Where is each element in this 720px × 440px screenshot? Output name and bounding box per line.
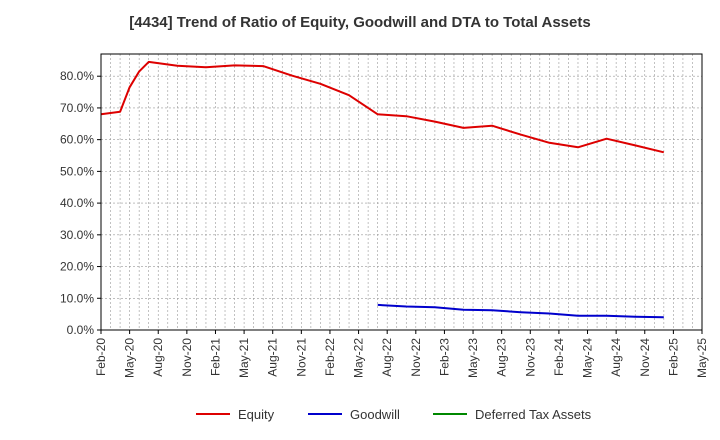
y-tick-label: 30.0% xyxy=(60,228,94,242)
x-tick-label: Nov-23 xyxy=(523,338,537,377)
y-tick-label: 60.0% xyxy=(60,133,94,147)
series-line-equity xyxy=(100,60,665,154)
plot-frame xyxy=(100,53,703,331)
x-tick-label: Feb-23 xyxy=(437,338,451,376)
legend: Equity Goodwill Deferred Tax Assets xyxy=(196,407,592,422)
x-tick-label: May-21 xyxy=(237,338,251,378)
series-line-goodwill xyxy=(377,303,664,319)
x-tick-label: Aug-21 xyxy=(266,338,280,377)
x-tick-label: May-23 xyxy=(466,338,480,378)
y-tick-label: 70.0% xyxy=(60,101,94,115)
legend-label-goodwill: Goodwill xyxy=(350,407,400,422)
x-tick-label: Feb-22 xyxy=(323,338,337,376)
y-axis-ticks: 0.0% 10.0% 20.0% 30.0% 40.0% 50.0% 60.0% 70.0% 8… xyxy=(60,69,101,337)
chart-title: [4434] Trend of Ratio of Equity, Goodwil… xyxy=(129,14,591,31)
x-tick-label: Feb-20 xyxy=(94,338,108,376)
x-tick-label: Aug-20 xyxy=(151,338,165,377)
plot-area xyxy=(101,54,702,330)
x-tick-label: Aug-23 xyxy=(495,338,509,377)
legend-label-deferred-tax-assets: Deferred Tax Assets xyxy=(475,407,592,422)
x-tick-label: May-24 xyxy=(581,338,595,378)
x-tick-label: Feb-24 xyxy=(552,338,566,376)
y-tick-label: 20.0% xyxy=(60,260,94,274)
x-tick-label: May-22 xyxy=(352,338,366,378)
x-axis-ticks: Feb-20 May-20 Aug-20 Nov-20 Feb-21 May-21 Aug-… xyxy=(94,330,709,378)
x-tick-label: Aug-22 xyxy=(380,338,394,377)
x-tick-label: Nov-21 xyxy=(294,338,308,377)
x-tick-label: May-20 xyxy=(123,338,137,378)
legend-label-equity: Equity xyxy=(238,407,275,422)
y-tick-label: 10.0% xyxy=(60,291,94,305)
x-tick-label: Feb-21 xyxy=(208,338,222,376)
y-tick-label: 0.0% xyxy=(67,323,95,337)
x-tick-label: Nov-20 xyxy=(180,338,194,377)
x-tick-label: Feb-25 xyxy=(666,338,680,376)
x-tick-label: Nov-24 xyxy=(638,338,652,377)
x-tick-label: May-25 xyxy=(695,338,709,378)
series-layer xyxy=(100,60,665,319)
y-tick-label: 40.0% xyxy=(60,196,94,210)
y-tick-label: 80.0% xyxy=(60,69,94,83)
y-tick-label: 50.0% xyxy=(60,164,94,178)
gridlines xyxy=(101,54,702,330)
x-tick-label: Aug-24 xyxy=(609,338,623,377)
x-tick-label: Nov-22 xyxy=(409,338,423,377)
